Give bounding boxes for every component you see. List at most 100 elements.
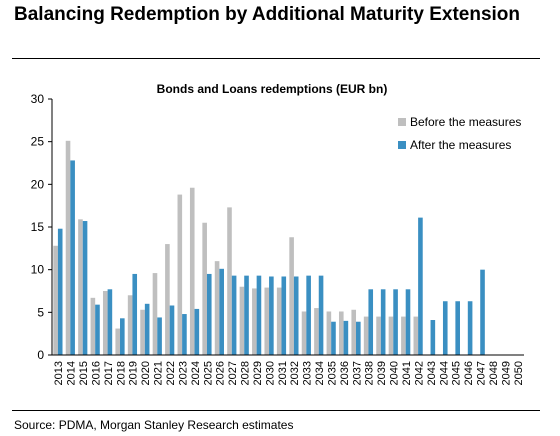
bar-2040-before bbox=[388, 316, 394, 355]
x-tick-label: 2040 bbox=[389, 361, 401, 385]
redemptions-chart: Bonds and Loans redemptions (EUR bn) Bef… bbox=[31, 82, 525, 385]
x-tick-label: 2023 bbox=[177, 361, 189, 385]
bar-2042-after bbox=[418, 217, 423, 355]
bar-2023-after bbox=[182, 314, 187, 355]
bar-2013-after bbox=[57, 228, 63, 355]
bar-2019-before bbox=[127, 295, 133, 355]
bar-2046-after bbox=[467, 301, 473, 355]
bar-2036-before bbox=[338, 311, 344, 355]
bar-2033-before bbox=[301, 311, 307, 355]
bar-2035-before bbox=[326, 311, 332, 355]
x-tick-label: 2029 bbox=[252, 361, 264, 385]
source-note: Source: PDMA, Morgan Stanley Research es… bbox=[14, 418, 294, 432]
chart-title: Bonds and Loans redemptions (EUR bn) bbox=[157, 82, 388, 96]
bar-2038-after bbox=[368, 289, 374, 355]
y-tick-label: 20 bbox=[31, 177, 45, 191]
y-tick-label: 10 bbox=[31, 263, 45, 277]
x-tick-label: 2039 bbox=[376, 361, 388, 385]
x-tick-label: 2027 bbox=[227, 361, 239, 385]
x-tick-label: 2047 bbox=[476, 361, 488, 385]
bar-2031-after bbox=[281, 276, 287, 355]
bar-2020-before bbox=[140, 309, 145, 355]
bar-2023-before bbox=[177, 194, 183, 355]
x-tick-label: 2041 bbox=[401, 361, 413, 385]
bar-2019-after bbox=[132, 273, 138, 355]
legend-label-after: After the measures bbox=[410, 138, 511, 152]
y-tick-label: 30 bbox=[31, 92, 45, 106]
x-tick-label: 2038 bbox=[364, 361, 376, 385]
x-tick-label: 2030 bbox=[264, 361, 276, 385]
bar-2030-before bbox=[264, 287, 270, 355]
x-tick-label: 2032 bbox=[289, 361, 301, 385]
x-tick-label: 2016 bbox=[90, 361, 102, 385]
bar-2018-after bbox=[120, 318, 125, 355]
bar-2014-after bbox=[70, 160, 75, 355]
x-tick-label: 2042 bbox=[413, 361, 425, 385]
page-title: Balancing Redemption by Additional Matur… bbox=[14, 4, 521, 25]
bar-2024-before bbox=[189, 187, 195, 355]
bar-2036-after bbox=[343, 320, 349, 355]
x-tick-label: 2026 bbox=[215, 361, 227, 385]
bar-2031-before bbox=[276, 287, 282, 355]
x-tick-label: 2020 bbox=[140, 361, 152, 385]
chart-legend: Before the measures After the measures bbox=[398, 115, 521, 152]
x-tick-label: 2014 bbox=[66, 361, 78, 385]
bar-2026-before bbox=[214, 261, 220, 355]
bar-2027-before bbox=[227, 207, 232, 355]
x-tick-label: 2043 bbox=[426, 361, 438, 385]
bar-2016-after bbox=[95, 304, 100, 355]
series-after bbox=[57, 160, 485, 355]
bar-2038-before bbox=[363, 316, 369, 355]
x-tick-label: 2048 bbox=[488, 361, 500, 385]
bar-2040-after bbox=[393, 289, 398, 355]
bar-2045-after bbox=[455, 301, 460, 355]
bar-2028-after bbox=[244, 275, 249, 355]
bar-2025-after bbox=[206, 273, 212, 355]
bar-2032-before bbox=[289, 237, 294, 355]
x-tick-label: 2045 bbox=[451, 361, 463, 385]
y-axis-tick-labels: 0 5 10 15 20 25 30 bbox=[31, 92, 45, 362]
x-tick-label: 2025 bbox=[202, 361, 214, 385]
y-tick-label: 25 bbox=[31, 135, 45, 149]
bar-2020-after bbox=[144, 303, 150, 355]
bar-2028-before bbox=[239, 286, 245, 355]
x-tick-label: 2021 bbox=[153, 361, 165, 385]
bar-2039-after bbox=[380, 289, 386, 355]
bar-2022-after bbox=[169, 305, 175, 355]
y-tick-label: 0 bbox=[37, 348, 44, 362]
x-tick-label: 2036 bbox=[339, 361, 351, 385]
bar-2032-after bbox=[293, 276, 299, 355]
bar-2044-after bbox=[442, 301, 448, 355]
bar-2015-after bbox=[82, 221, 88, 355]
x-tick-label: 2013 bbox=[53, 361, 65, 385]
bar-2037-before bbox=[351, 309, 357, 355]
x-tick-label: 2034 bbox=[314, 361, 326, 385]
bar-2041-before bbox=[401, 316, 406, 355]
bottom-divider bbox=[12, 410, 540, 411]
x-axis-tick-labels: 2013 2014 2015 2016 2017 2018 2019 2020 2021 2022… bbox=[53, 361, 525, 385]
x-tick-label: 2018 bbox=[115, 361, 127, 385]
bar-2022-before bbox=[165, 244, 170, 355]
x-tick-label: 2024 bbox=[190, 361, 202, 385]
x-tick-label: 2031 bbox=[277, 361, 289, 385]
bar-2027-after bbox=[231, 275, 237, 355]
series-before bbox=[53, 140, 419, 355]
x-tick-label: 2015 bbox=[78, 361, 90, 385]
legend-swatch-after bbox=[398, 141, 406, 149]
bar-2029-before bbox=[252, 288, 257, 355]
x-tick-label: 2019 bbox=[128, 361, 140, 385]
bar-2017-before bbox=[102, 291, 108, 355]
bar-2034-after bbox=[318, 275, 324, 355]
x-tick-label: 2017 bbox=[103, 361, 115, 385]
bar-2021-after bbox=[157, 317, 162, 355]
bar-2030-after bbox=[269, 276, 274, 355]
bar-2042-before bbox=[413, 316, 419, 355]
bar-2015-before bbox=[78, 219, 83, 355]
bar-2047-after bbox=[480, 269, 485, 355]
x-tick-label: 2046 bbox=[463, 361, 475, 385]
legend-swatch-before bbox=[398, 118, 406, 126]
bar-2024-after bbox=[194, 308, 200, 355]
x-tick-label: 2044 bbox=[438, 361, 450, 385]
x-tick-label: 2037 bbox=[351, 361, 363, 385]
chart-axes bbox=[48, 98, 524, 356]
